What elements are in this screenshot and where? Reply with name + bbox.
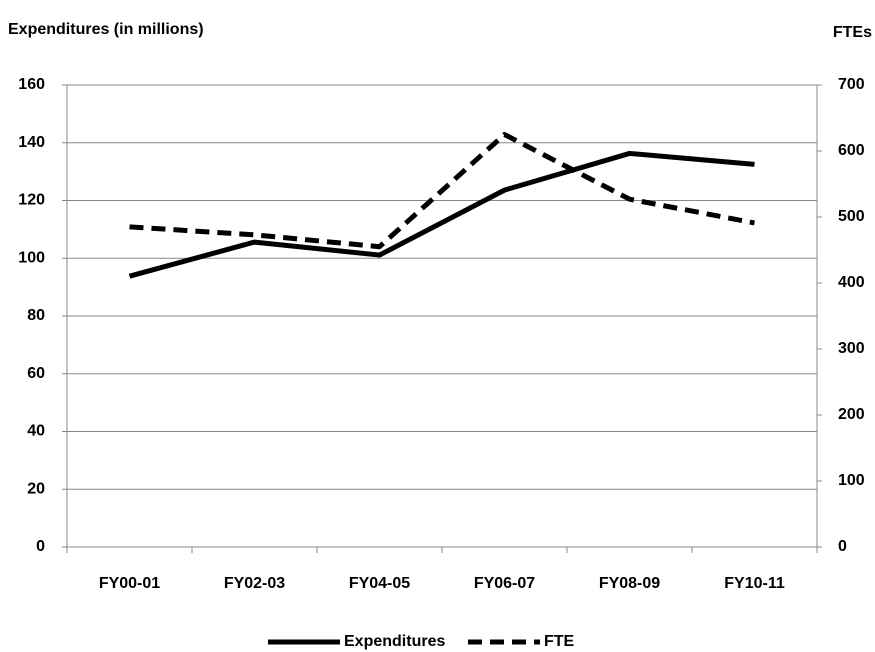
y2-tick-label: 500 bbox=[838, 208, 865, 225]
y-tick-label: 160 bbox=[18, 76, 45, 93]
x-tick-label: FY06-07 bbox=[474, 575, 535, 592]
y-tick-label: 20 bbox=[27, 480, 45, 497]
x-tick-label: FY08-09 bbox=[599, 575, 660, 592]
data-line bbox=[128, 150, 755, 279]
legend-label: Expenditures bbox=[344, 633, 445, 650]
data-line bbox=[129, 132, 755, 250]
y2-tick-label: 0 bbox=[838, 538, 847, 555]
y2-tick-label: 400 bbox=[838, 274, 865, 291]
y2-tick-label: 200 bbox=[838, 406, 865, 423]
y2-tick-label: 600 bbox=[838, 142, 865, 159]
y-tick-label: 60 bbox=[27, 365, 45, 382]
y-tick-label: 100 bbox=[18, 249, 45, 266]
y-axis-title: Expenditures (in millions) bbox=[8, 21, 204, 38]
y-tick-label: 140 bbox=[18, 134, 45, 151]
legend-label: FTE bbox=[544, 633, 575, 650]
y-tick-label: 120 bbox=[18, 192, 45, 209]
y2-tick-label: 100 bbox=[838, 472, 865, 489]
y-tick-label: 0 bbox=[36, 538, 45, 555]
y2-tick-label: 300 bbox=[838, 340, 865, 357]
x-tick-label: FY00-01 bbox=[99, 575, 160, 592]
x-tick-label: FY02-03 bbox=[224, 575, 285, 592]
y-tick-label: 80 bbox=[27, 307, 45, 324]
x-tick-label: FY04-05 bbox=[349, 575, 410, 592]
y-tick-label: 40 bbox=[27, 423, 45, 440]
y2-tick-label: 700 bbox=[838, 76, 865, 93]
y2-axis-title: FTEs bbox=[833, 24, 872, 41]
x-tick-label: FY10-11 bbox=[724, 575, 785, 592]
